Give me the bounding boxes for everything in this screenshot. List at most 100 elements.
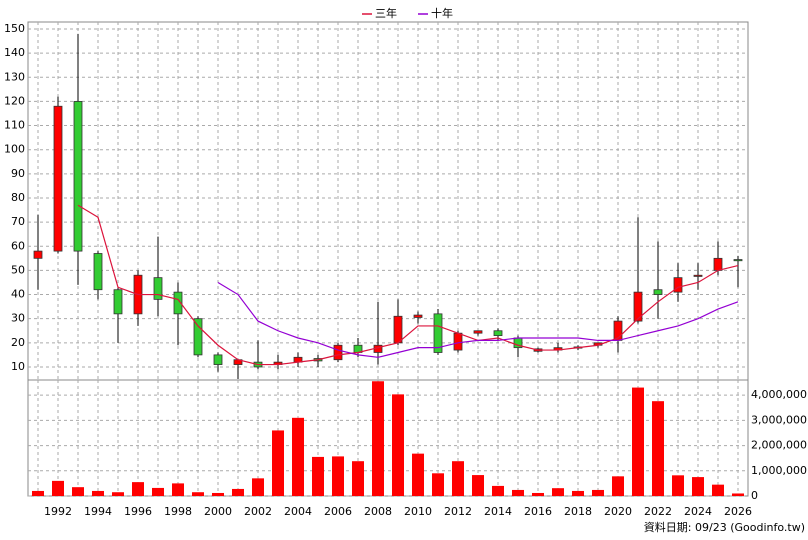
volume-bar [292, 417, 304, 496]
volume-bar [232, 488, 244, 496]
volume-bar [372, 381, 384, 496]
volume-bar [692, 477, 704, 496]
volume-bar [32, 490, 44, 496]
candle-body [73, 101, 83, 252]
x-tick-label: 1998 [164, 505, 192, 518]
candle-body [673, 277, 683, 293]
volume-bar [132, 482, 144, 496]
volume-bar [672, 475, 684, 496]
y-tick-label: 3,000,000 [751, 413, 807, 426]
volume-bar [732, 493, 744, 496]
candle-body [473, 330, 483, 334]
candle-body [333, 344, 343, 361]
price-panel [27, 21, 749, 381]
volume-bar [312, 456, 324, 496]
volume-bar [172, 483, 184, 496]
y-tick-label: 40 [11, 288, 25, 301]
candle-body [693, 274, 703, 277]
volume-bar [152, 487, 164, 496]
x-tick-label: 2010 [404, 505, 432, 518]
volume-bar [412, 453, 424, 496]
x-tick-label: 2004 [284, 505, 312, 518]
volume-bar [332, 456, 344, 496]
x-tick-label: 1992 [44, 505, 72, 518]
candle-body [433, 313, 443, 353]
x-tick-label: 2014 [484, 505, 512, 518]
volume-bar [92, 490, 104, 496]
y-tick-label: 20 [11, 336, 25, 349]
volume-bar [212, 492, 224, 496]
candle-body [713, 257, 723, 271]
candle-body [413, 314, 423, 318]
y-tick-label: 30 [11, 312, 25, 325]
y-tick-label: 2,000,000 [751, 439, 807, 452]
x-tick-label: 2020 [604, 505, 632, 518]
candle-body [213, 354, 223, 365]
volume-bar [392, 394, 404, 496]
x-tick-label: 2016 [524, 505, 552, 518]
volume-bar [272, 430, 284, 496]
volume-bar [552, 488, 564, 496]
volume-bar [112, 492, 124, 496]
x-tick-label: 2002 [244, 505, 272, 518]
volume-panel [27, 379, 749, 497]
candle-body [453, 332, 463, 351]
legend-label: 十年 [431, 6, 453, 20]
x-tick-label: 1994 [84, 505, 112, 518]
y-tick-label: 80 [11, 191, 25, 204]
volume-bar [472, 475, 484, 496]
x-tick-label: 2026 [724, 505, 752, 518]
volume-bar [632, 387, 644, 496]
volume-bar [712, 484, 724, 496]
candle-body [493, 330, 503, 336]
candle-body [153, 277, 163, 300]
y-tick-label: 100 [4, 143, 25, 156]
x-tick-label: 2008 [364, 505, 392, 518]
y-tick-label: 4,000,000 [751, 388, 807, 401]
y-tick-label: 140 [4, 46, 25, 59]
volume-bar [432, 473, 444, 496]
y-tick-label: 1,000,000 [751, 464, 807, 477]
volume-bar [572, 490, 584, 496]
volume-bar [72, 487, 84, 496]
volume-bar [652, 401, 664, 496]
x-tick-label: 2018 [564, 505, 592, 518]
candle-body [33, 250, 43, 259]
x-tick-label: 2012 [444, 505, 472, 518]
volume-bar [512, 489, 524, 496]
volume-bar [532, 492, 544, 496]
candle-body [53, 105, 63, 252]
volume-bar [592, 489, 604, 496]
x-tick-label: 2024 [684, 505, 712, 518]
y-tick-label: 70 [11, 215, 25, 228]
y-tick-label: 150 [4, 22, 25, 35]
volume-bar [492, 485, 504, 496]
volume-bar [352, 461, 364, 496]
volume-bar [192, 492, 204, 496]
candle-body [633, 291, 643, 322]
x-tick-label: 2022 [644, 505, 672, 518]
x-tick-label: 2000 [204, 505, 232, 518]
y-tick-label: 120 [4, 94, 25, 107]
footer: 資料日期: 09/23 (Goodinfo.tw) [644, 520, 805, 534]
candle-body [393, 315, 403, 344]
y-tick-label: 60 [11, 239, 25, 252]
candle-body [733, 259, 743, 262]
volume-bar [612, 476, 624, 496]
x-tick-label: 2006 [324, 505, 352, 518]
volume-bar [252, 478, 264, 496]
candle-body [653, 289, 663, 295]
y-tick-label: 130 [4, 70, 25, 83]
candle-body [173, 291, 183, 315]
volume-bar [452, 461, 464, 496]
ma-line [77, 204, 739, 366]
y-tick-label: 10 [11, 360, 25, 373]
y-tick-label: 110 [4, 119, 25, 132]
candle-body [113, 289, 123, 315]
candle-body [93, 253, 103, 291]
y-tick-label: 50 [11, 263, 25, 276]
volume-bar [52, 480, 64, 496]
legend-label: 三年 [375, 6, 397, 20]
y-tick-label: 0 [751, 489, 758, 502]
